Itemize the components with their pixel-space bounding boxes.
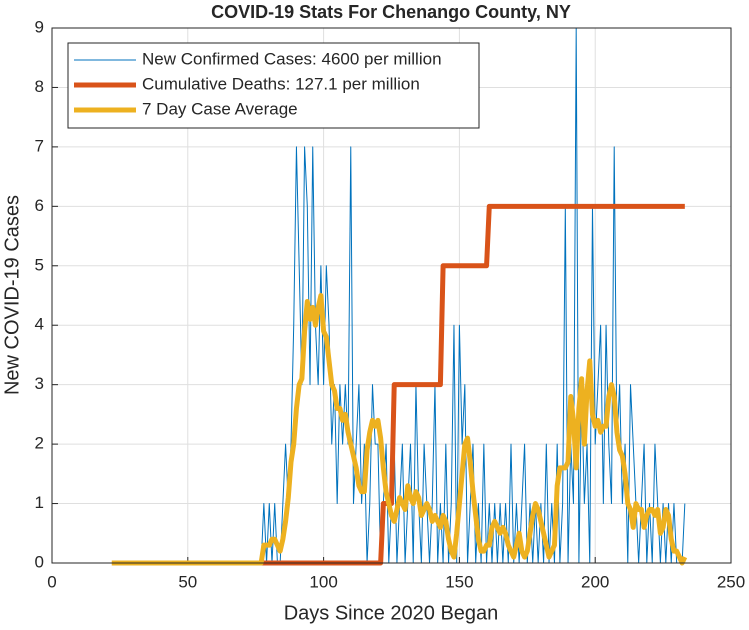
y-tick-label: 0 [35, 552, 44, 571]
x-tick-label: 200 [581, 572, 609, 591]
x-tick-label: 250 [717, 572, 745, 591]
x-tick-label: 50 [178, 572, 197, 591]
y-tick-label: 6 [35, 196, 44, 215]
y-tick-label: 8 [35, 77, 44, 96]
legend-label: Cumulative Deaths: 127.1 per million [142, 74, 420, 93]
y-tick-label: 7 [35, 136, 44, 155]
y-tick-label: 1 [35, 493, 44, 512]
legend-box [67, 42, 480, 129]
y-axis-label: New COVID-19 Cases [1, 195, 23, 395]
chart-title: COVID-19 Stats For Chenango County, NY [211, 2, 571, 22]
legend-label: 7 Day Case Average [142, 99, 298, 118]
x-tick-label: 100 [309, 572, 337, 591]
y-tick-label: 5 [35, 255, 44, 274]
y-tick-label: 3 [35, 374, 44, 393]
y-tick-label: 4 [35, 315, 44, 334]
legend-label: New Confirmed Cases: 4600 per million [142, 49, 442, 68]
x-axis-label: Days Since 2020 Began [284, 602, 499, 624]
x-tick-label: 150 [445, 572, 473, 591]
y-tick-label: 2 [35, 434, 44, 453]
axes-box [51, 27, 732, 564]
y-tick-label: 9 [35, 17, 44, 36]
x-tick-label: 0 [47, 572, 56, 591]
